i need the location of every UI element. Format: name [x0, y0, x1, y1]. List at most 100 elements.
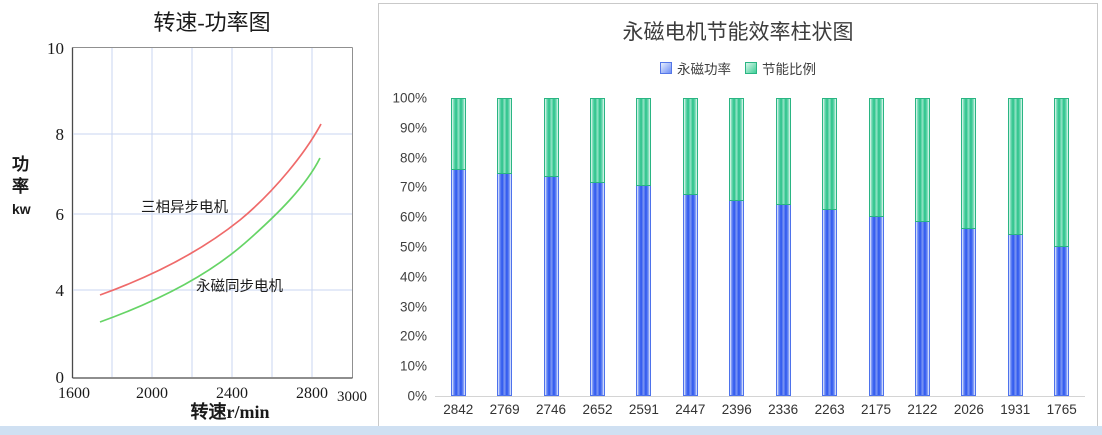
y-tick-label: 100%	[392, 90, 427, 106]
bar-2175	[853, 98, 899, 396]
segment-saving-ratio	[636, 98, 652, 186]
bar-2396	[714, 98, 760, 396]
bar-2447	[667, 98, 713, 396]
bar-2746	[528, 98, 574, 396]
bar-2652	[574, 98, 620, 396]
x-tick-label: 2336	[768, 402, 799, 417]
right-y-axis: 100% 90% 80% 70% 60% 50% 40% 30% 20% 10% 0%	[385, 91, 427, 402]
x-tick-2800: 2800	[296, 385, 328, 402]
bar-2842	[435, 98, 481, 396]
y-tick-label: 20%	[399, 328, 427, 344]
x-tick-1600: 1600	[58, 385, 90, 402]
x-tick-label: 2122	[907, 402, 938, 417]
series-async-motor-line	[99, 123, 322, 296]
series-pm-motor-label: 永磁同步电机	[196, 278, 283, 295]
gridlines	[73, 48, 352, 377]
series-pm-motor-line	[99, 157, 321, 323]
speed-power-line-chart: 转速-功率图 10 8 6 4 0 1600 2000 2400 2800 30…	[12, 10, 367, 422]
segment-pm-power	[729, 200, 745, 396]
y-tick-0: 0	[56, 368, 65, 387]
segment-saving-ratio	[961, 98, 977, 230]
x-tick-label: 2746	[536, 402, 567, 417]
y-tick-label: 50%	[399, 239, 427, 255]
svg-text:功: 功	[12, 155, 29, 174]
x-tick-label: 1765	[1046, 402, 1077, 417]
segment-saving-ratio	[1054, 98, 1070, 247]
bar-2026	[946, 98, 992, 396]
legend-swatch-green-icon	[745, 62, 757, 74]
segment-pm-power	[589, 182, 605, 396]
segment-pm-power	[543, 176, 559, 396]
legend-label: 节能比例	[762, 62, 816, 77]
bar-2769	[481, 98, 527, 396]
segment-saving-ratio	[497, 98, 513, 174]
left-chart-title: 转速-功率图	[153, 10, 270, 35]
x-tick-label: 2175	[860, 402, 892, 417]
x-tick-label: 2591	[628, 402, 659, 417]
x-tick-label: 2396	[721, 402, 752, 417]
bar-1931	[992, 98, 1038, 396]
bar-2263	[806, 98, 852, 396]
bottom-strip	[0, 426, 1102, 435]
y-tick-6: 6	[56, 205, 65, 224]
legend-item-saving-ratio[interactable]: 节能比例	[745, 58, 816, 78]
segment-saving-ratio	[868, 98, 884, 218]
legend-item-pm-power[interactable]: 永磁功率	[660, 58, 731, 78]
y-tick-4: 4	[56, 281, 65, 300]
y-tick-label: 90%	[399, 120, 427, 136]
bar-2591	[621, 98, 667, 396]
segment-pm-power	[775, 205, 791, 396]
svg-text:率: 率	[12, 176, 29, 196]
segment-saving-ratio	[450, 98, 466, 170]
bars	[435, 98, 1085, 397]
legend: 永磁功率 节能比例	[379, 58, 1097, 78]
x-tick-label: 2447	[675, 402, 706, 417]
segment-pm-power	[914, 221, 930, 396]
y-tick-label: 60%	[399, 209, 427, 225]
segment-pm-power	[868, 217, 884, 396]
x-tick-label: 2263	[814, 402, 845, 417]
y-tick-label: 80%	[399, 149, 427, 165]
segment-pm-power	[822, 209, 838, 396]
segment-saving-ratio	[914, 98, 930, 222]
x-tick-label: 2652	[582, 402, 613, 417]
segment-pm-power	[682, 194, 698, 396]
legend-label: 永磁功率	[677, 62, 731, 77]
bar-1765	[1038, 98, 1084, 396]
series-async-motor-label: 三相异步电机	[141, 199, 228, 216]
segment-pm-power	[636, 185, 652, 396]
y-tick-label: 10%	[399, 358, 427, 374]
y-tick-label: 40%	[399, 269, 427, 285]
segment-saving-ratio	[543, 98, 559, 177]
efficiency-bar-chart-panel: 永磁电机节能效率柱状图 永磁功率 节能比例 100% 90% 80% 70% 60% 50…	[378, 3, 1098, 427]
x-tick-2000: 2000	[136, 385, 168, 402]
x-tick-label: 1931	[1000, 402, 1031, 417]
segment-saving-ratio	[775, 98, 791, 206]
y-tick-10: 10	[47, 39, 64, 58]
legend-swatch-blue-icon	[660, 62, 672, 74]
y-tick-label: 0%	[407, 388, 427, 404]
x-tick-label: 2769	[489, 402, 520, 417]
segment-saving-ratio	[682, 98, 698, 195]
bar-2122	[899, 98, 945, 396]
segment-saving-ratio	[589, 98, 605, 183]
segment-saving-ratio	[729, 98, 745, 201]
x-axis-labels: 2842 2769 2746 2652 2591 2447 2396 2336 2263 2175…	[435, 402, 1085, 417]
x-tick-label: 2842	[443, 402, 474, 417]
x-axis-title: 转速r/min	[191, 401, 270, 422]
y-axis-title: 功 率 kw	[12, 155, 31, 217]
segment-pm-power	[1054, 247, 1070, 396]
svg-text:kw: kw	[12, 201, 31, 217]
right-chart-title: 永磁电机节能效率柱状图	[622, 21, 854, 44]
y-tick-label: 30%	[399, 298, 427, 314]
segment-pm-power	[1007, 235, 1023, 396]
x-tick-label: 2026	[953, 402, 984, 417]
segment-pm-power	[450, 169, 466, 396]
plot-frame	[71, 47, 353, 379]
segment-pm-power	[961, 229, 977, 396]
y-tick-8: 8	[56, 125, 65, 144]
x-tick-2400: 2400	[216, 385, 248, 402]
segment-pm-power	[497, 174, 513, 396]
y-tick-label: 70%	[399, 179, 427, 195]
segment-saving-ratio	[1007, 98, 1023, 236]
